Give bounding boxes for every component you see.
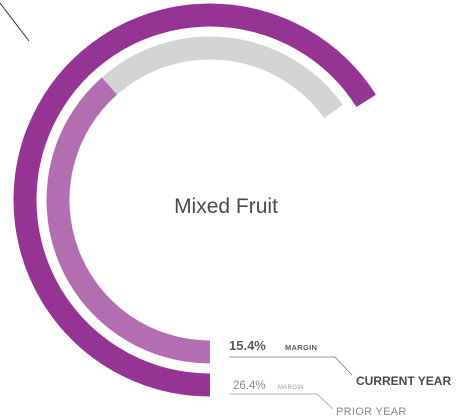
prior-year-leader-line — [229, 393, 334, 410]
current-year-label-group: 15.4% MARGIN CURRENT YEAR — [229, 338, 451, 388]
prior-year-arc — [13, 3, 376, 397]
current-year-leader-line — [229, 356, 353, 376]
prior-year-margin-value: 26.4% — [233, 380, 266, 392]
current-year-track-arc — [101, 36, 343, 119]
arc-group — [13, 3, 376, 397]
current-year-margin-unit: MARGIN — [285, 343, 317, 352]
prior-year-label-group: 26.4% MARGIN PRIOR YEAR — [229, 380, 407, 418]
current-year-arc — [46, 77, 211, 364]
corner-divider-line — [0, 2, 30, 42]
prior-year-margin-unit: MARGIN — [278, 385, 304, 391]
prior-year-label: PRIOR YEAR — [336, 406, 407, 418]
current-year-margin-value: 15.4% — [229, 338, 266, 353]
current-year-label: CURRENT YEAR — [356, 374, 451, 388]
center-label: Mixed Fruit — [174, 195, 278, 218]
